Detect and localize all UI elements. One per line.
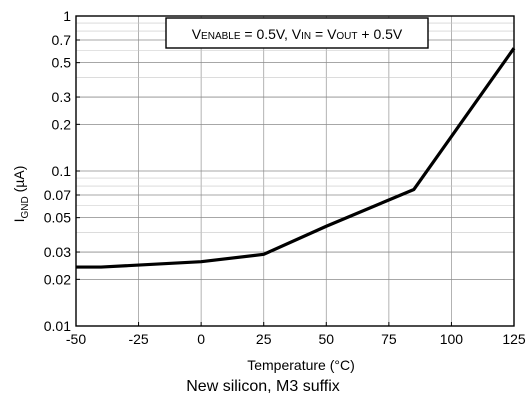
annotation-subscript: ENABLE <box>201 31 241 42</box>
annotation-segment: = 0.5V, V <box>241 26 302 42</box>
x-tick-label: 100 <box>440 331 464 347</box>
x-tick-label: 25 <box>256 331 272 347</box>
x-tick-label: -50 <box>66 331 86 347</box>
y-label-unit: (µA) <box>11 166 27 197</box>
annotation-frame <box>165 17 429 49</box>
y-tick-label: 1 <box>63 8 71 24</box>
annotation-segment: + 0.5V <box>358 26 403 42</box>
y-tick-label: 0.05 <box>44 210 71 226</box>
y-tick-label: 0.02 <box>44 271 71 287</box>
y-axis-ticks: 0.01 0.02 0.03 0.05 0.07 0.1 0.2 0.3 0.5 0.7 1 <box>44 8 80 334</box>
y-tick-label: 0.07 <box>44 187 71 203</box>
x-tick-label: -25 <box>128 331 148 347</box>
y-tick-label: 0.2 <box>52 116 72 132</box>
x-tick-label: 0 <box>197 331 205 347</box>
x-axis-ticks: -50 -25 0 25 50 75 100 125 <box>66 322 526 347</box>
x-tick-label: 75 <box>381 331 397 347</box>
x-axis-label: Temperature (°C) <box>247 357 355 373</box>
y-label-main: I <box>11 218 27 222</box>
y-tick-label: 0.7 <box>52 32 72 48</box>
annotation-text: VENABLE = 0.5V, VIN = VOUT + 0.5V <box>192 26 403 42</box>
y-axis-label: IGND (µA) <box>11 166 31 223</box>
y-tick-label: 0.5 <box>52 55 72 71</box>
series-line <box>76 47 516 269</box>
y-tick-label: 0.01 <box>44 318 71 334</box>
y-label-sub: GND <box>20 196 31 218</box>
series-group <box>76 47 516 269</box>
y-tick-label: 0.3 <box>52 89 72 105</box>
y-tick-label: 0.03 <box>44 244 71 260</box>
annotation-subscript: IN <box>301 31 311 42</box>
annotation-subscript: OUT <box>336 31 357 42</box>
grid-lines <box>76 16 514 326</box>
x-tick-label: 125 <box>502 331 526 347</box>
x-tick-label: 50 <box>318 331 334 347</box>
annotation-box: VENABLE = 0.5V, VIN = VOUT + 0.5V <box>165 17 429 49</box>
annotation-segment: V <box>192 26 202 42</box>
chart-caption: New silicon, M3 suffix <box>186 378 340 395</box>
chart-area: -50 -25 0 25 50 75 100 125 0.01 0.02 0.03 0.05 0.07… <box>11 8 526 373</box>
annotation-segment: = V <box>311 26 337 42</box>
y-tick-label: 0.1 <box>52 163 72 179</box>
